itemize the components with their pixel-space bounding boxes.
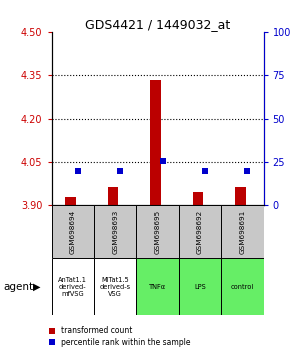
- Text: GSM698691: GSM698691: [239, 210, 245, 254]
- Bar: [136, 205, 179, 258]
- Text: MITat1.5
derived-s
VSG: MITat1.5 derived-s VSG: [100, 277, 131, 297]
- Bar: [193, 192, 203, 205]
- Bar: [108, 187, 118, 205]
- Bar: [150, 80, 161, 205]
- Text: AnTat1.1
derived-
mfVSG: AnTat1.1 derived- mfVSG: [58, 277, 87, 297]
- Bar: [136, 258, 179, 315]
- Text: ▶: ▶: [33, 282, 41, 292]
- Text: GSM698693: GSM698693: [112, 210, 118, 254]
- Bar: [52, 205, 94, 258]
- Bar: [94, 258, 136, 315]
- Bar: [179, 205, 221, 258]
- Bar: [221, 258, 264, 315]
- Text: GSM698695: GSM698695: [155, 210, 161, 254]
- Text: control: control: [231, 284, 254, 290]
- Bar: [52, 258, 94, 315]
- Bar: [235, 187, 246, 205]
- Bar: [179, 258, 221, 315]
- Text: LPS: LPS: [194, 284, 206, 290]
- Text: GSM698694: GSM698694: [70, 210, 76, 254]
- Text: TNFα: TNFα: [149, 284, 166, 290]
- Text: agent: agent: [3, 282, 33, 292]
- Legend: transformed count, percentile rank within the sample: transformed count, percentile rank withi…: [49, 326, 191, 347]
- Title: GDS4421 / 1449032_at: GDS4421 / 1449032_at: [85, 18, 230, 31]
- Text: GSM698692: GSM698692: [197, 210, 203, 254]
- Bar: [221, 205, 264, 258]
- Bar: [94, 205, 136, 258]
- Bar: [65, 196, 76, 205]
